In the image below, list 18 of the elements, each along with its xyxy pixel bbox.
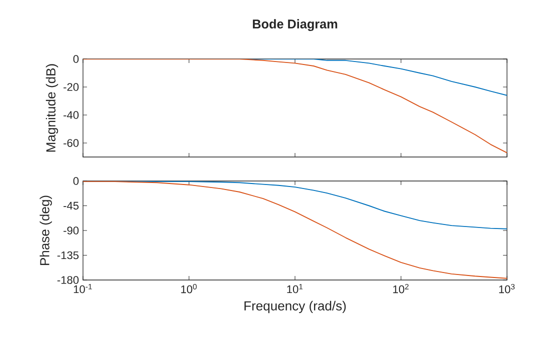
y-axis-title: Phase (deg) (40, 196, 52, 266)
x-tick-label: 10$^{2}$ (393, 284, 409, 294)
x-tick-label: 10$^{0}$ (181, 284, 197, 294)
y-tick-label: -180 (57, 276, 79, 284)
y-tick-label: -20 (64, 83, 79, 91)
x-tick-label: 10$^{1}$ (287, 284, 303, 294)
y-tick-label: -135 (57, 251, 79, 260)
y-tick-label: 0 (73, 55, 79, 63)
y-tick-label: 0 (73, 177, 79, 185)
chart-title: Bode Diagram (252, 19, 338, 32)
y-tick-label: -40 (64, 111, 79, 119)
x-tick-label: 10$^{3}$ (499, 284, 515, 294)
y-axis-title: Magnitude (dB) (46, 64, 58, 152)
y-tick-label: -90 (64, 226, 79, 234)
y-tick-label: -45 (64, 202, 79, 210)
x-axis-title: Frequency (rad/s) (244, 300, 346, 314)
x-tick-label: 10$^{-1}$ (74, 284, 92, 294)
y-tick-label: -60 (64, 139, 79, 147)
